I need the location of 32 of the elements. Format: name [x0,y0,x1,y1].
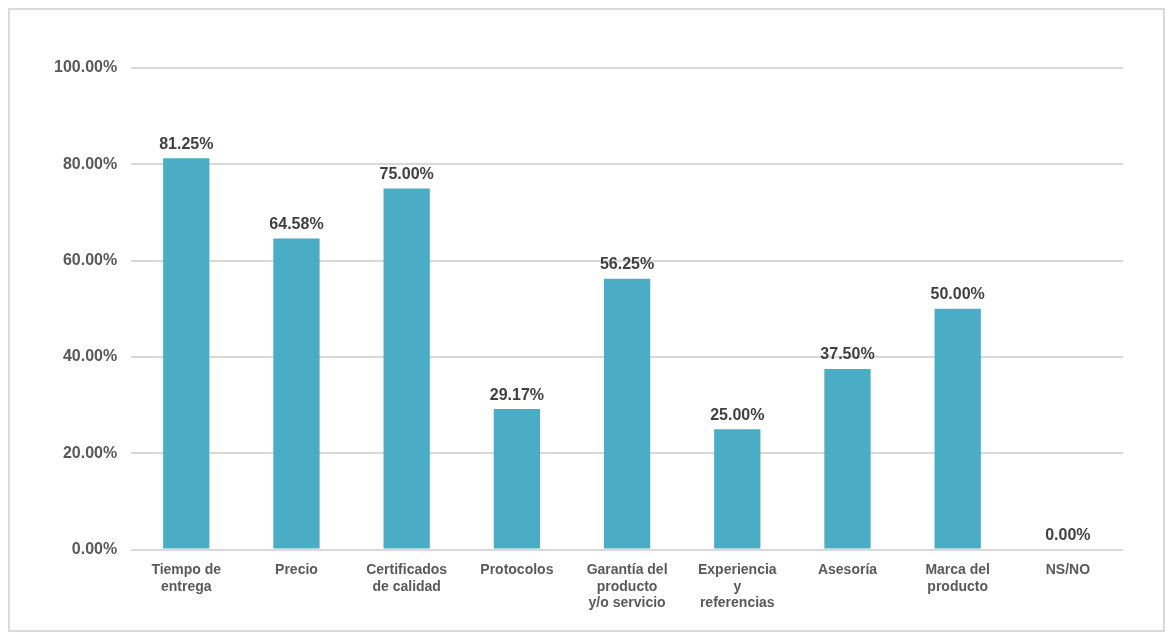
bar [934,308,981,549]
bar [824,369,871,549]
data-label: 29.17% [489,385,545,403]
y-tick-label: 40.00% [62,347,118,365]
y-tick-label: 20.00% [62,443,118,461]
y-tick-label: 0.00% [71,540,118,558]
x-tick-label: Asesoría [817,560,878,577]
bar [273,238,320,549]
x-tick-label: Precio [275,560,318,577]
y-tick-label: 100.00% [53,58,118,76]
data-label: 56.25% [599,255,655,273]
x-tick-label: Marca del producto [925,560,990,594]
data-label: 75.00% [379,164,434,182]
data-label: 64.58% [269,214,324,232]
y-tick-label: 80.00% [62,154,118,172]
data-label: 81.25% [159,134,214,152]
bar [714,429,761,549]
x-tick-label: Experiencia y referencias [697,560,777,611]
bar [493,409,541,549]
x-tick-label: Protocolos [480,560,554,577]
bar [603,278,651,549]
bar [163,158,210,549]
data-label: 0.00% [1045,526,1091,544]
x-tick-label: Garantía del producto y/o servicio [586,560,668,611]
x-tick-label: NS/NO [1045,560,1091,577]
x-tick-label: Certificados de calidad [366,560,448,594]
x-tick-label: Tiempo de entrega [151,560,222,594]
bar [383,188,430,549]
data-label: 50.00% [930,285,985,303]
data-label: 37.50% [820,345,875,363]
y-tick-label: 60.00% [62,251,118,269]
data-label: 25.00% [710,405,765,423]
